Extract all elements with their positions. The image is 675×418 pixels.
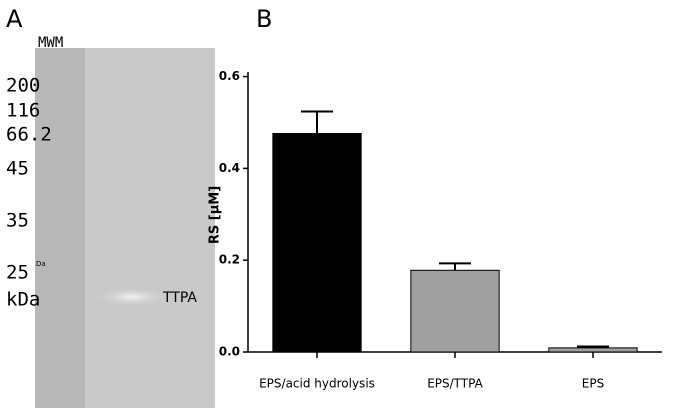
lane-label: MWM: [38, 35, 63, 51]
y-tick-label: 0.4: [219, 161, 240, 175]
x-tick-label: EPS: [582, 377, 604, 391]
marker-label: 66.2: [6, 124, 52, 146]
marker-label: 116: [6, 100, 40, 122]
bar: [272, 133, 362, 353]
marker-label: 25: [6, 262, 29, 284]
marker-label: 200: [6, 75, 40, 97]
panel-label: B: [256, 5, 272, 33]
y-tick-label: 0.2: [219, 253, 240, 267]
marker-lane: [35, 48, 85, 408]
marker-label: 35: [6, 210, 29, 232]
marker-label: kDa: [6, 289, 40, 311]
bar: [410, 269, 500, 353]
x-tick-label: EPS/acid hydrolysis: [259, 377, 375, 391]
panel-label: A: [6, 5, 23, 33]
y-tick-label: 0.6: [219, 69, 240, 83]
x-tick-label: EPS/TTPA: [427, 377, 483, 391]
gel-note: Da: [36, 260, 46, 268]
y-tick-label: 0.0: [219, 345, 240, 359]
bar: [548, 347, 638, 353]
marker-label: 45: [6, 158, 29, 180]
ttpa-band: [92, 287, 172, 307]
band-label: TTPA: [162, 290, 197, 306]
y-axis-label: RS [μM]: [208, 186, 223, 244]
